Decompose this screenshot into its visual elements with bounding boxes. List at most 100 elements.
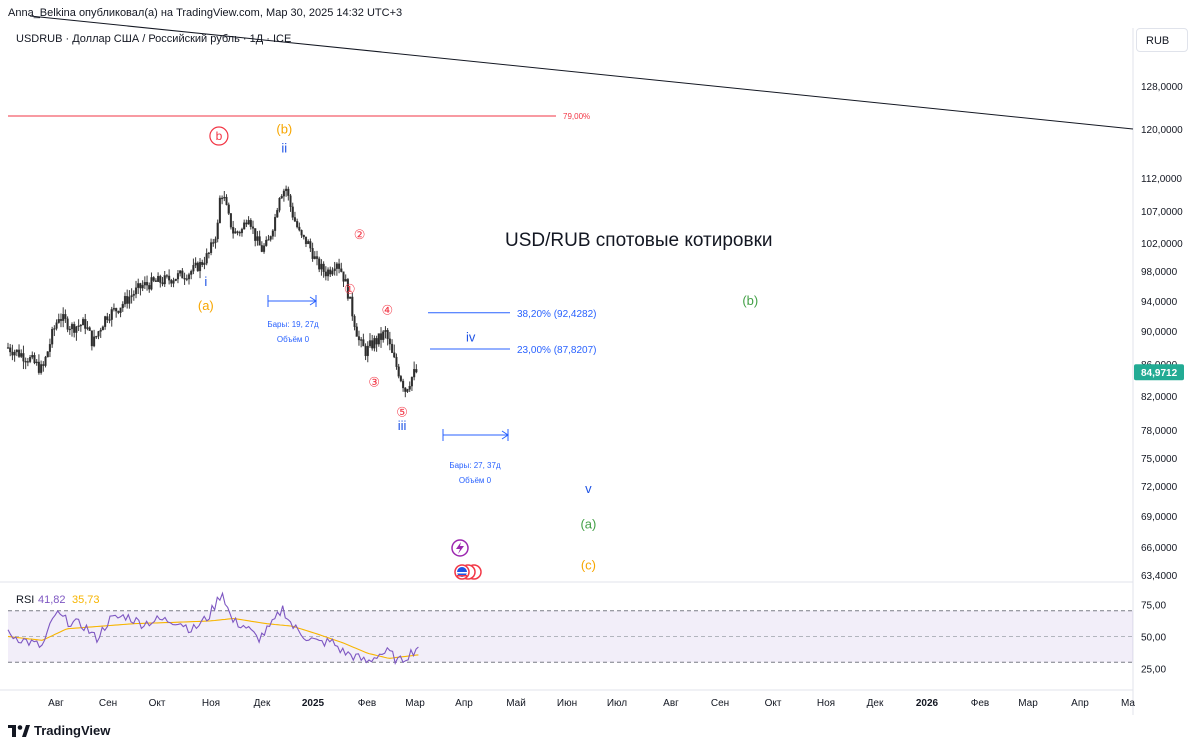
time-axis-label: Мар (405, 698, 425, 709)
wave-label: i (204, 274, 207, 289)
publisher-line: Anna_Belkina опубликовал(а) на TradingVi… (8, 7, 403, 19)
candle-body (331, 270, 334, 275)
candle-body (163, 275, 166, 285)
date-range-bars: Бары: 27, 37д (449, 461, 501, 470)
time-axis-label: Фев (358, 698, 376, 709)
candle-body (84, 319, 87, 329)
candle-body (247, 219, 250, 225)
candle-body (327, 269, 330, 277)
candle-body (240, 228, 244, 234)
candle-body (201, 262, 204, 265)
wave-label: iii (398, 418, 407, 433)
candle-body (245, 222, 248, 225)
candle-body (236, 231, 239, 233)
candle-body (391, 343, 394, 353)
time-axis-label: Июн (557, 698, 577, 709)
candle-body (11, 351, 14, 356)
price-axis-label: 98,0000 (1141, 267, 1178, 278)
candle-body (214, 238, 217, 244)
candle-body (203, 263, 206, 265)
candle-body (77, 325, 80, 327)
candle-body (9, 347, 12, 353)
date-range-volume: Объём 0 (277, 335, 310, 344)
candle-body (51, 329, 54, 345)
candle-body (106, 316, 109, 321)
candle-body (375, 338, 378, 345)
candle-body (329, 269, 332, 275)
candle-body (309, 241, 312, 249)
candle-body (221, 197, 224, 200)
candle-body (126, 296, 129, 304)
candle-body (408, 385, 411, 390)
time-axis-label: Сен (99, 698, 117, 709)
candle-body (320, 263, 323, 270)
candle-body (311, 248, 314, 259)
candle-body (344, 279, 347, 282)
candle-body (181, 270, 184, 279)
time-axis-label: Дек (867, 698, 884, 709)
candle-body (123, 296, 127, 305)
date-range-volume: Объём 0 (459, 476, 492, 485)
candle-body (313, 256, 316, 259)
candle-body (205, 253, 208, 264)
candle-body (349, 296, 352, 299)
fib-level-label: 23,00% (87,8207) (517, 345, 597, 356)
lightning-bolt-icon (456, 542, 464, 554)
time-axis-label: Окт (765, 698, 782, 709)
candle-body (262, 245, 266, 252)
candle-body (159, 276, 162, 283)
rsi-axis-label: 75,00 (1141, 600, 1166, 611)
candle-body (267, 239, 270, 241)
time-axis-label: Авг (48, 698, 64, 709)
candle-body (335, 263, 338, 269)
candle-body (404, 387, 407, 392)
tradingview-footer[interactable]: TradingView (8, 723, 110, 738)
candle-body (210, 242, 213, 254)
candle-body (276, 210, 279, 218)
candle-body (249, 219, 252, 227)
candle-body (269, 236, 272, 240)
candle-body (161, 282, 164, 285)
wave-label: ii (281, 140, 287, 155)
currency-button[interactable]: RUB (1136, 28, 1188, 52)
wave-label: b (216, 129, 223, 143)
candle-body (362, 339, 365, 347)
candle-body (130, 295, 133, 298)
candle-body (88, 327, 91, 331)
candle-body (81, 319, 85, 326)
candle-body (302, 234, 305, 238)
rsi-value: 41,82 (38, 594, 66, 606)
candle-body (353, 316, 356, 327)
candle-body (143, 282, 146, 286)
us-flag-stripe (457, 572, 467, 574)
rsi-axis-label: 50,00 (1141, 633, 1166, 644)
candle-body (307, 241, 310, 245)
candle-body (146, 282, 149, 286)
candle-body (48, 344, 51, 352)
time-axis-label: Апр (1071, 698, 1089, 709)
trend-line[interactable] (29, 15, 1134, 130)
candle-body (154, 280, 157, 282)
candle-body (139, 283, 142, 289)
candle-body (117, 310, 120, 313)
candle-body (17, 349, 21, 357)
candle-body (59, 319, 63, 321)
candle-body (318, 258, 321, 270)
candle-body (366, 345, 369, 357)
candle-body (13, 351, 16, 356)
candle-body (37, 361, 40, 373)
rsi-ma-value: 35,73 (72, 594, 100, 606)
candle-body (225, 196, 228, 205)
rsi-axis-label: 25,00 (1141, 665, 1166, 676)
candle-body (287, 188, 290, 196)
candle-body (53, 328, 56, 330)
candle-body (115, 308, 118, 312)
candle-body (179, 270, 182, 274)
candle-body (148, 285, 151, 290)
candle-body (333, 268, 336, 272)
chart-title: USD/RUB спотовые котировки (505, 230, 773, 251)
wave-label: (b) (742, 293, 758, 308)
candle-body (40, 364, 43, 373)
candle-body (397, 366, 400, 377)
